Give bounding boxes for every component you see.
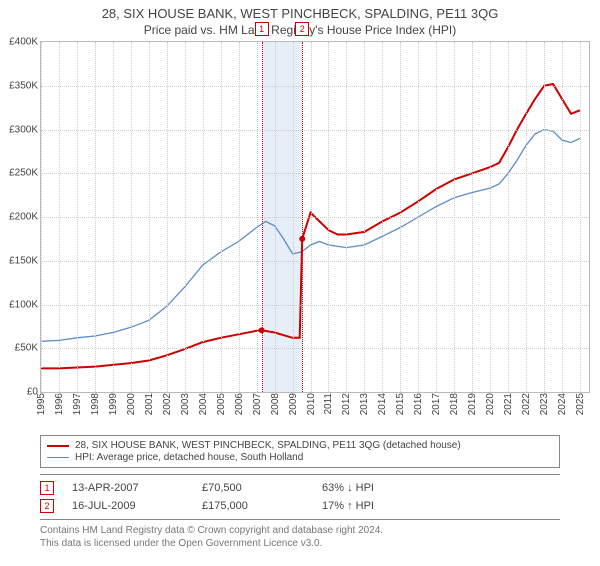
x-axis-label: 2005 (216, 393, 227, 415)
y-axis-label: £250K (0, 168, 41, 179)
legend-item-price: 28, SIX HOUSE BANK, WEST PINCHBECK, SPAL… (47, 440, 553, 451)
x-axis-label: 2016 (413, 393, 424, 415)
legend-swatch-hpi (47, 457, 69, 458)
x-axis-label: 2012 (341, 393, 352, 415)
x-axis-label: 2006 (234, 393, 245, 415)
sale-price: £175,000 (202, 500, 322, 512)
sale-marker-2: 2 (295, 22, 309, 36)
sale-date: 16-JUL-2009 (72, 500, 202, 512)
x-axis-label: 2008 (270, 393, 281, 415)
x-axis-label: 2011 (323, 393, 334, 415)
x-axis-label: 1999 (108, 393, 119, 415)
sales-table: 1 13-APR-2007£70,50063% ↓ HPI 2 16-JUL-2009… (40, 474, 560, 520)
x-axis-label: 1996 (54, 393, 65, 415)
sale-row-marker: 2 (40, 499, 54, 513)
x-axis-label: 2020 (485, 393, 496, 415)
chart-legend: 28, SIX HOUSE BANK, WEST PINCHBECK, SPAL… (40, 435, 560, 468)
attribution-footer: Contains HM Land Registry data © Crown c… (40, 524, 560, 550)
sale-date: 13-APR-2007 (72, 482, 202, 494)
legend-swatch-price (47, 445, 69, 447)
x-axis-label: 2013 (359, 393, 370, 415)
x-axis-label: 2015 (395, 393, 406, 415)
footer-line-1: Contains HM Land Registry data © Crown c… (40, 524, 560, 537)
x-axis-label: 2021 (503, 393, 514, 415)
x-axis-label: 2024 (557, 393, 568, 415)
x-axis-label: 2025 (575, 393, 586, 415)
y-axis-label: £0 (0, 387, 41, 398)
x-axis-label: 2017 (431, 393, 442, 415)
sale-marker-1: 1 (255, 22, 269, 36)
x-axis-label: 2000 (126, 393, 137, 415)
y-axis-label: £300K (0, 124, 41, 135)
y-axis-label: £400K (0, 37, 41, 48)
price-chart: £0£50K£100K£150K£200K£250K£300K£350K£400… (40, 41, 590, 393)
x-axis-label: 2010 (306, 393, 317, 415)
legend-label-hpi: HPI: Average price, detached house, Sout… (75, 452, 303, 463)
sale-row: 2 16-JUL-2009£175,00017% ↑ HPI (40, 497, 560, 515)
sale-row: 1 13-APR-2007£70,50063% ↓ HPI (40, 479, 560, 497)
x-axis-label: 2023 (539, 393, 550, 415)
x-axis-label: 2022 (521, 393, 532, 415)
sale-price: £70,500 (202, 482, 322, 494)
x-axis-label: 2014 (377, 393, 388, 415)
x-axis-label: 2007 (252, 393, 263, 415)
legend-label-price: 28, SIX HOUSE BANK, WEST PINCHBECK, SPAL… (75, 440, 461, 451)
x-axis-label: 1997 (72, 393, 83, 415)
x-axis-label: 2009 (288, 393, 299, 415)
footer-line-2: This data is licensed under the Open Gov… (40, 537, 560, 550)
sale-row-marker: 1 (40, 481, 54, 495)
x-axis-labels: 1995199619971998199920002001200220032004… (40, 393, 590, 431)
x-axis-label: 2019 (467, 393, 478, 415)
x-axis-label: 1998 (90, 393, 101, 415)
y-axis-label: £150K (0, 255, 41, 266)
sale-delta: 63% ↓ HPI (322, 482, 374, 494)
chart-title: 28, SIX HOUSE BANK, WEST PINCHBECK, SPAL… (0, 6, 600, 21)
x-axis-label: 2004 (198, 393, 209, 415)
y-axis-label: £50K (0, 343, 41, 354)
x-axis-label: 2001 (144, 393, 155, 415)
y-axis-label: £350K (0, 80, 41, 91)
legend-item-hpi: HPI: Average price, detached house, Sout… (47, 452, 553, 463)
x-axis-label: 1995 (36, 393, 47, 415)
x-axis-label: 2018 (449, 393, 460, 415)
y-axis-label: £100K (0, 299, 41, 310)
x-axis-label: 2003 (180, 393, 191, 415)
sale-delta: 17% ↑ HPI (322, 500, 374, 512)
y-axis-label: £200K (0, 212, 41, 223)
x-axis-label: 2002 (162, 393, 173, 415)
